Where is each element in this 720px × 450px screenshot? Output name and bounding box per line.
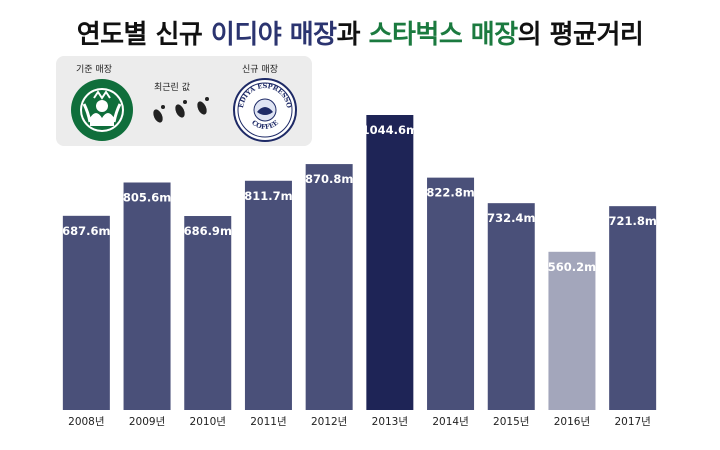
- bar-2011년: [244, 180, 292, 410]
- year-tick-label: 2016년: [554, 416, 590, 428]
- year-tick-label: 2015년: [493, 416, 529, 428]
- bar-value-label: 805.6m: [123, 190, 171, 204]
- legend-base-store-label: 기준 매장: [76, 65, 112, 75]
- title-part-1: 연도별 신규: [76, 20, 211, 50]
- bar-value-label: 1044.6m: [362, 123, 418, 137]
- starbucks-logo-icon: [71, 79, 133, 141]
- year-tick-label: 2011년: [250, 416, 286, 428]
- title-part-2: 과: [336, 20, 369, 50]
- ediya-logo-bottom-text: COFFEE: [250, 119, 280, 131]
- year-tick-label: 2013년: [372, 416, 408, 428]
- bar-value-label: 686.9m: [184, 224, 232, 238]
- chart-title: 연도별 신규 이디야 매장과 스타벅스 매장의 평균거리: [0, 14, 720, 51]
- bar-2009년: [123, 182, 171, 410]
- bar-2008년: [62, 215, 110, 410]
- svg-text:COFFEE: COFFEE: [250, 119, 280, 131]
- bar-value-label: 687.6m: [62, 224, 110, 238]
- year-tick-label: 2014년: [432, 416, 468, 428]
- legend-new-store-label: 신규 매장: [242, 65, 278, 75]
- bar-2017년: [609, 206, 657, 410]
- bar-value-label: 560.2m: [548, 260, 596, 274]
- title-part-3: 의 평균거리: [517, 20, 644, 50]
- bar-2010년: [184, 216, 232, 410]
- legend-nearest-label: 최근린 값: [154, 83, 190, 93]
- year-tick-label: 2009년: [129, 416, 165, 428]
- year-tick-label: 2010년: [190, 416, 226, 428]
- bar-2014년: [427, 177, 475, 410]
- bar-value-label: 811.7m: [244, 189, 292, 203]
- bar-2015년: [487, 203, 535, 410]
- bar-value-label: 721.8m: [608, 214, 656, 228]
- year-tick-label: 2012년: [311, 416, 347, 428]
- ediya-espresso-logo-icon: EDIYA ESPRESSO COFFEE: [233, 78, 297, 142]
- bar-value-label: 732.4m: [487, 211, 535, 225]
- bar-2012년: [305, 164, 353, 410]
- footsteps-icon: [153, 97, 209, 123]
- title-starbucks: 스타벅스 매장: [368, 20, 519, 50]
- legend-box: 기준 매장 최근린 값 신규 매장 EDIYA ESPRESSO: [56, 56, 312, 146]
- year-tick-label: 2008년: [68, 416, 104, 428]
- bar-2016년: [548, 251, 596, 410]
- bar-value-label: 822.8m: [426, 186, 474, 200]
- year-tick-label: 2017년: [614, 416, 650, 428]
- bar-2013년: [366, 115, 414, 410]
- title-ediya: 이디야 매장: [210, 20, 337, 50]
- bar-value-label: 870.8m: [305, 172, 353, 186]
